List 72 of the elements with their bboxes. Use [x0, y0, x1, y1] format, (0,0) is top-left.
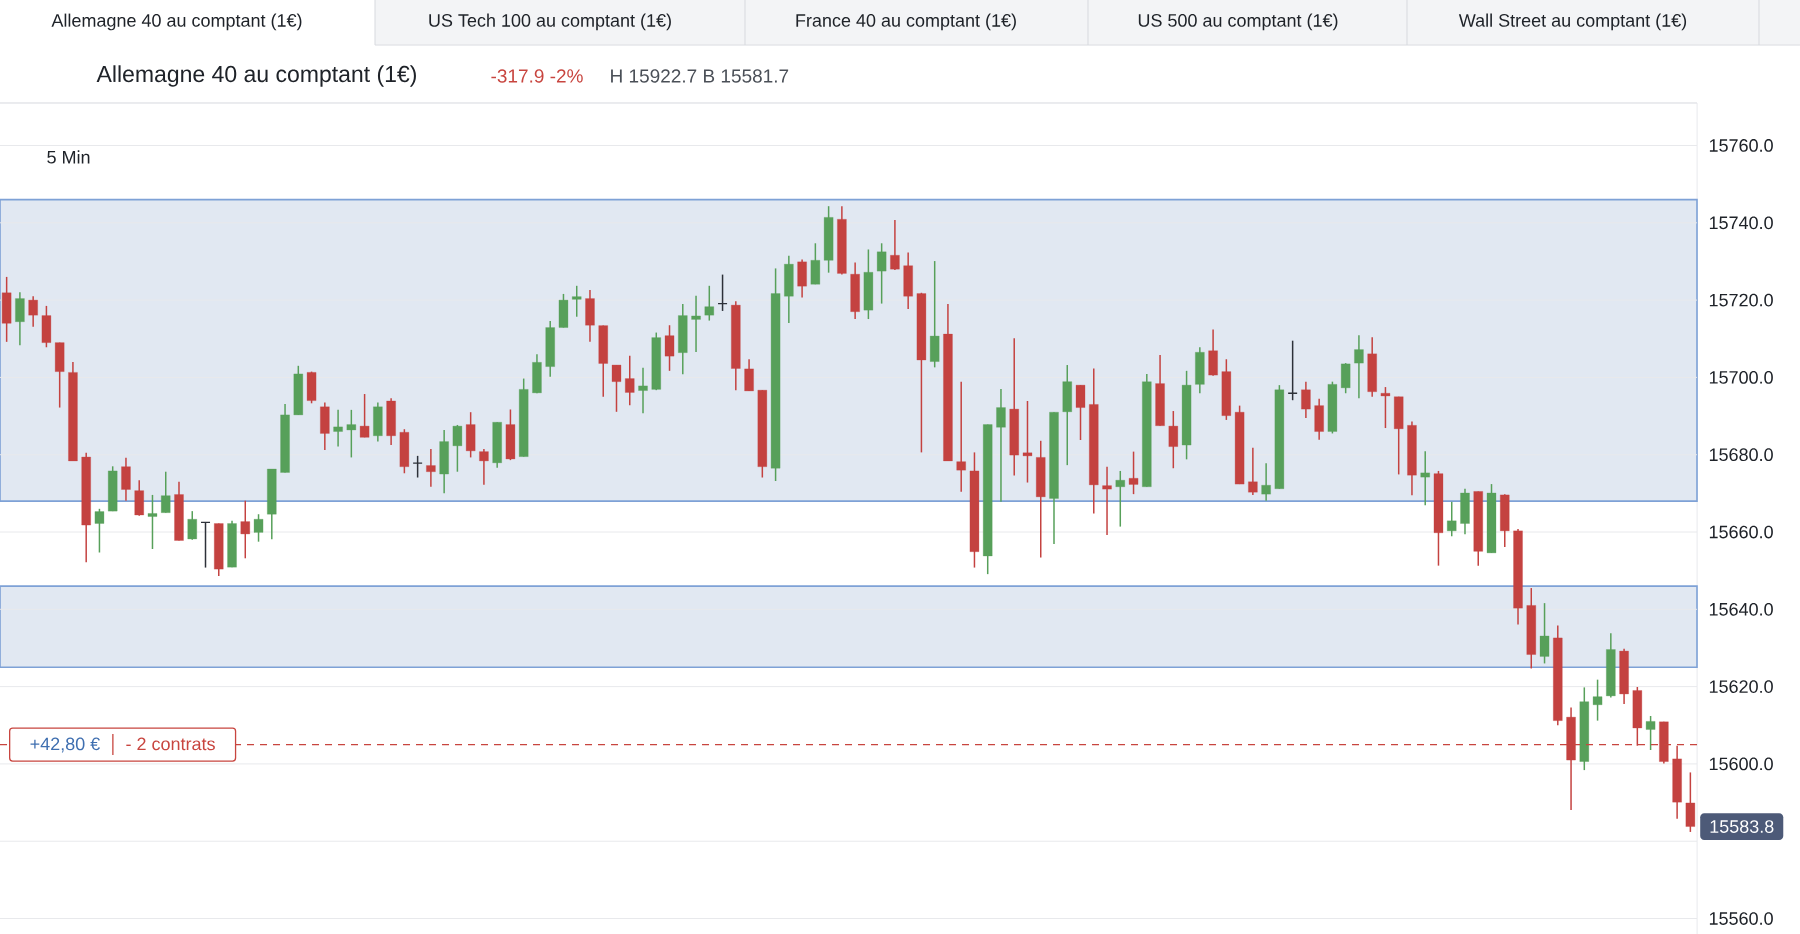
candlestick — [1115, 470, 1125, 528]
candlestick — [1075, 384, 1086, 441]
candlestick — [147, 494, 158, 550]
text: 15583.8 — [1710, 820, 1774, 833]
text: US Tech 100 au comptant (1€) — [429, 13, 671, 31]
candlestick — [611, 364, 622, 413]
candlestick — [691, 295, 701, 353]
annotation: 5 Min — [47, 150, 90, 164]
chart-title: Allemagne 40 au comptant (1€) — [96, 65, 416, 87]
candlestick — [479, 448, 489, 486]
ref-line-label: +42,80 € — [30, 737, 100, 753]
candlestick — [744, 358, 754, 392]
y-tick-label: 15600.0 — [1709, 757, 1773, 771]
y-tick-label: 15720.0 — [1709, 293, 1773, 307]
candlestick — [996, 388, 1006, 503]
candlestick — [956, 380, 966, 493]
candlestick — [1248, 447, 1258, 496]
candlestick — [638, 366, 648, 415]
text: Allemagne 40 au comptant (1€) — [51, 13, 302, 31]
candlestick — [15, 291, 25, 347]
candlestick — [1685, 771, 1696, 833]
y-tick-label: 15640.0 — [1709, 602, 1773, 616]
candlestick — [1645, 715, 1656, 751]
candlestick — [1341, 362, 1351, 394]
candlestick — [333, 409, 343, 448]
candlestick — [161, 470, 171, 514]
candlestick — [810, 242, 821, 286]
candlestick — [1128, 450, 1139, 495]
text: H 15922.7 B 15581.7 — [611, 69, 789, 83]
candlestick — [28, 295, 38, 328]
candlestick — [346, 409, 356, 459]
candlestick — [359, 393, 370, 439]
candlestick — [1420, 450, 1430, 507]
chart-subtitle: -317.9 -2% — [491, 69, 583, 83]
y-tick-label: 15700.0 — [1709, 371, 1773, 384]
candlestick — [1168, 410, 1178, 469]
candlestick — [1592, 678, 1603, 722]
y-tick-label: 15760.0 — [1709, 139, 1773, 152]
candlestick — [717, 273, 728, 312]
candlestick — [1022, 400, 1033, 484]
text: Wall Street au comptant (1€) — [1458, 13, 1687, 31]
candlestick — [240, 499, 250, 560]
candlestick — [1354, 334, 1364, 400]
y-tick-label: 15680.0 — [1709, 448, 1773, 462]
candlestick — [187, 510, 197, 541]
candlestick — [890, 219, 900, 271]
candlestick — [200, 521, 211, 569]
candlestick — [1102, 465, 1112, 536]
candlestick — [412, 455, 423, 479]
candlestick — [664, 324, 675, 372]
candlestick — [426, 448, 436, 488]
candlestick — [704, 285, 714, 322]
candlestick — [625, 355, 635, 406]
candlestick — [1380, 386, 1391, 429]
candlestick — [452, 424, 463, 473]
candlestick — [1447, 501, 1457, 538]
candlestick — [253, 513, 264, 543]
candlestick — [94, 508, 105, 554]
text: France 40 au comptant (1€) — [796, 13, 1016, 31]
y-tick-label: 15660.0 — [1709, 525, 1773, 539]
y-tick-label: 15620.0 — [1709, 680, 1773, 693]
y-tick-label: 15560.0 — [1709, 912, 1773, 925]
candlestick — [1301, 380, 1311, 419]
candlestick — [876, 242, 887, 305]
annotation: - 2 contrats — [126, 737, 215, 751]
candlestick — [572, 285, 582, 318]
candlestick — [1261, 462, 1271, 502]
y-tick-label: 15740.0 — [1709, 216, 1773, 230]
candlestick — [1539, 602, 1550, 665]
text: US 500 au comptant (1€) — [1138, 13, 1338, 31]
candlestick — [121, 457, 131, 502]
candlestick — [1287, 339, 1298, 401]
